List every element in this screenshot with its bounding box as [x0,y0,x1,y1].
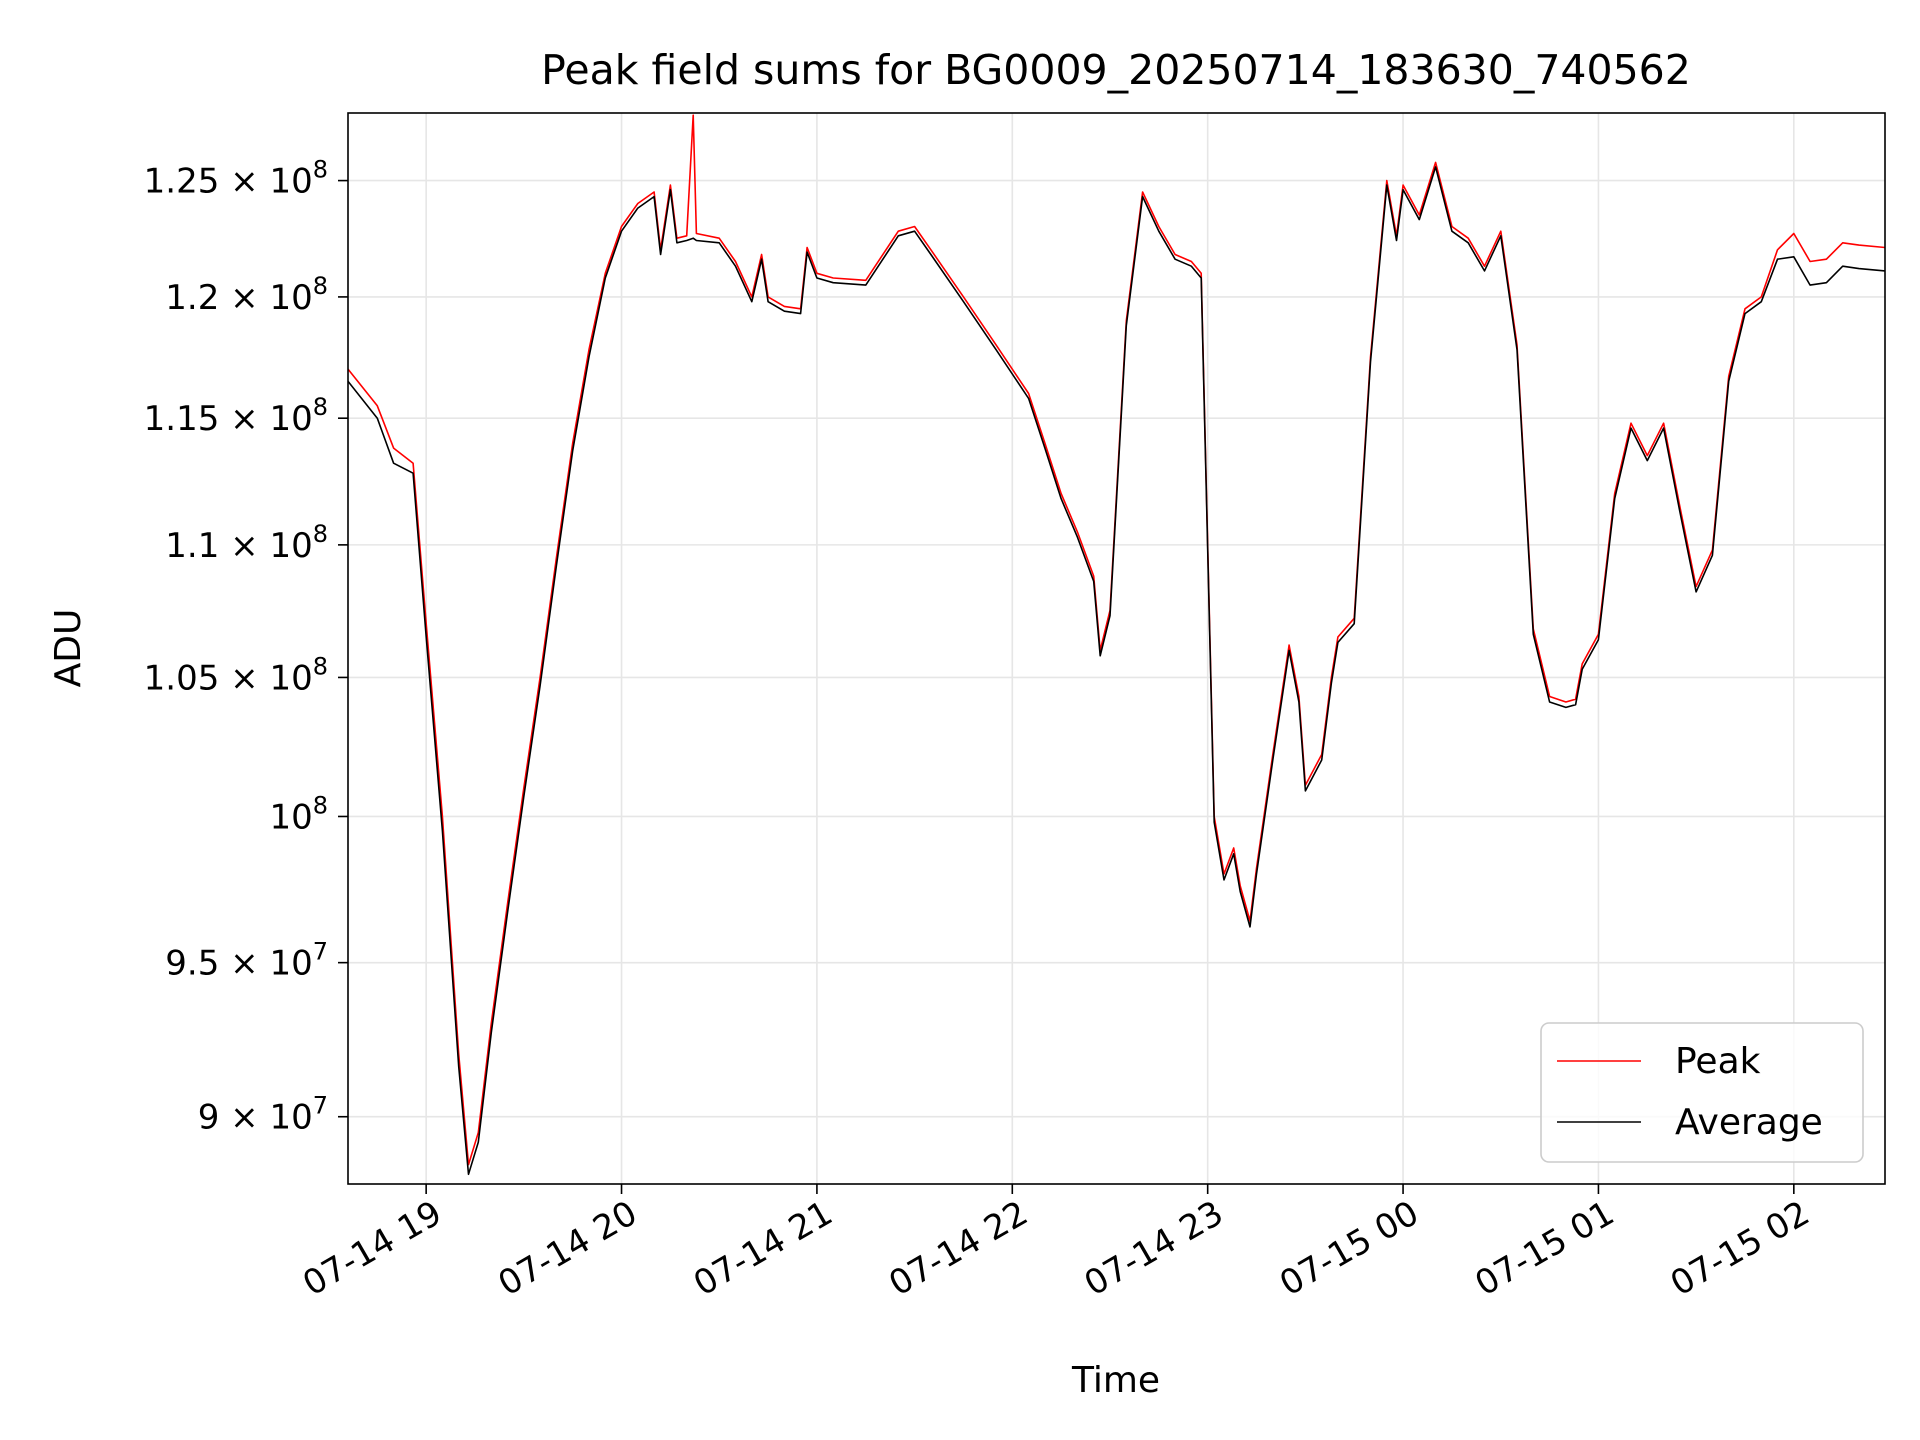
legend-label-average: Average [1675,1102,1823,1143]
legend-box [1540,1022,1864,1163]
plot-frame [347,112,1886,1185]
legend: Peak Average [1540,1022,1864,1163]
y-tick-label: 1.1 × 108 [165,520,328,566]
x-axis-label: Time [1071,1360,1160,1401]
y-tick-label: 1.15 × 108 [144,393,328,439]
y-tick-label: 1.05 × 108 [144,652,328,698]
plot-lines [347,114,1886,1176]
series-line-average [347,166,1886,1176]
chart-title: Peak field sums for BG0009_20250714_1836… [541,46,1691,94]
series-line-peak [347,114,1886,1166]
y-axis-label: ADU [48,609,89,688]
y-tick-label: 1.25 × 108 [144,156,328,202]
y-tick-label: 9 × 107 [198,1092,328,1138]
y-tick-label: 9.5 × 107 [165,938,328,984]
grid [348,113,1885,1184]
y-tick-label: 108 [269,791,328,837]
y-tick-label: 1.2 × 108 [165,272,328,318]
y-axis: 9 × 107 9.5 × 107 108 1.05 × 108 1.1 × 108 1.… [144,156,348,1138]
legend-label-peak: Peak [1675,1041,1761,1082]
